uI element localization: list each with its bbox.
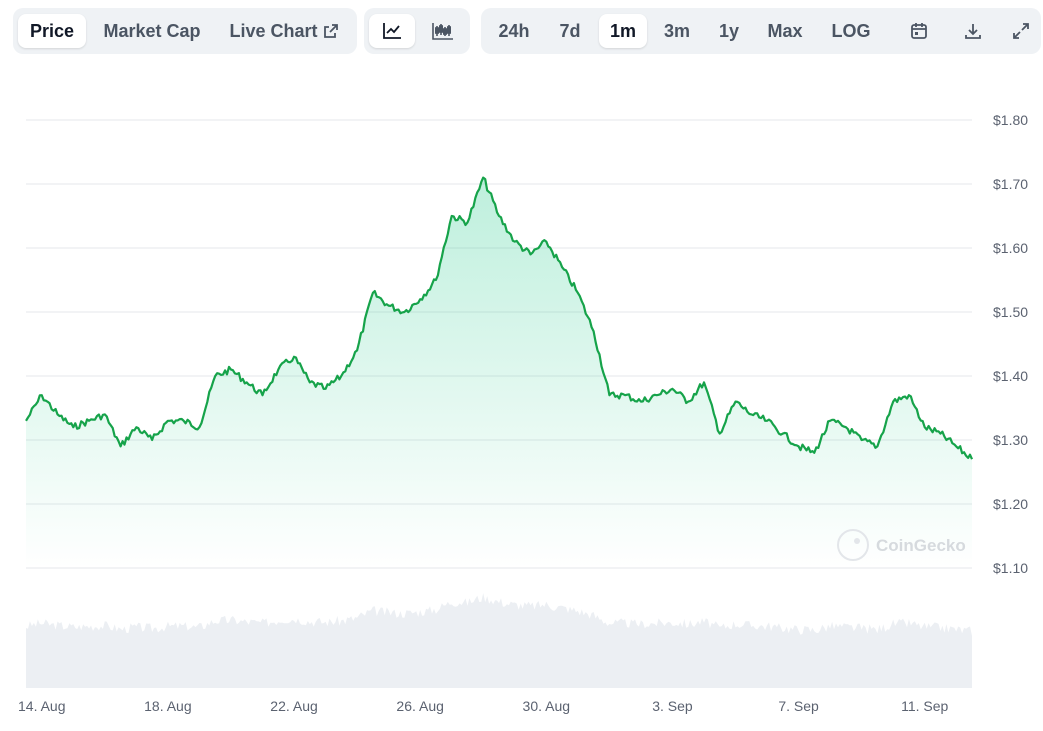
x-axis: 14. Aug 18. Aug 22. Aug 26. Aug 30. Aug 3. Se… <box>18 698 949 714</box>
line-chart-button[interactable] <box>369 14 415 48</box>
range-1y[interactable]: 1y <box>707 14 751 48</box>
download-button[interactable] <box>953 14 993 48</box>
fullscreen-button[interactable] <box>1003 14 1039 48</box>
metric-tab-group: Price Market Cap Live Chart <box>13 8 357 54</box>
range-group: 24h 7d 1m 3m 1y Max LOG <box>481 8 1041 54</box>
range-7d[interactable]: 7d <box>545 14 595 48</box>
price-area <box>26 177 972 568</box>
y-tick-label: $1.10 <box>993 560 1028 576</box>
x-tick-label: 11. Sep <box>901 698 948 714</box>
calendar-button[interactable] <box>899 14 939 48</box>
coingecko-logo-icon <box>837 529 869 561</box>
range-max[interactable]: Max <box>757 14 813 48</box>
coingecko-logo-eye-icon <box>854 538 860 544</box>
download-icon <box>964 22 982 40</box>
y-tick-label: $1.80 <box>993 112 1028 128</box>
range-24h-label: 24h <box>498 20 530 41</box>
y-tick-label: $1.60 <box>993 240 1028 256</box>
tab-live-chart[interactable]: Live Chart <box>221 14 347 48</box>
candlestick-button[interactable] <box>421 14 465 48</box>
log-scale-label: LOG <box>831 20 871 41</box>
x-tick-label: 22. Aug <box>270 698 318 714</box>
range-max-label: Max <box>767 20 803 41</box>
log-scale-toggle[interactable]: LOG <box>821 14 881 48</box>
line-chart-icon <box>382 22 402 40</box>
external-link-icon <box>323 23 339 39</box>
y-tick-label: $1.30 <box>993 432 1028 448</box>
range-24h[interactable]: 24h <box>487 14 541 48</box>
y-tick-label: $1.40 <box>993 368 1028 384</box>
tab-price[interactable]: Price <box>18 14 86 48</box>
x-tick-label: 30. Aug <box>523 698 571 714</box>
range-1y-label: 1y <box>718 20 740 41</box>
volume-area <box>26 593 972 688</box>
candlestick-icon <box>432 22 454 40</box>
range-1m[interactable]: 1m <box>599 14 647 48</box>
calendar-icon <box>910 22 928 40</box>
y-tick-label: $1.20 <box>993 496 1028 512</box>
volume-silhouette <box>26 593 972 688</box>
y-tick-label: $1.70 <box>993 176 1028 192</box>
tab-price-label: Price <box>29 20 75 41</box>
y-tick-label: $1.50 <box>993 304 1028 320</box>
coingecko-watermark: CoinGecko <box>837 529 966 561</box>
price-line-series <box>25 176 974 460</box>
x-tick-label: 26. Aug <box>396 698 444 714</box>
chart-type-group <box>364 8 470 54</box>
x-tick-label: 3. Sep <box>652 698 693 714</box>
range-7d-label: 7d <box>559 20 581 41</box>
y-axis: $1.80 $1.70 $1.60 $1.50 $1.40 $1.30 $1.20 $1.10 <box>993 112 1028 576</box>
x-tick-label: 7. Sep <box>778 698 819 714</box>
range-3m[interactable]: 3m <box>651 14 703 48</box>
expand-icon <box>1012 22 1030 40</box>
tab-live-chart-label: Live Chart <box>229 20 318 41</box>
x-tick-label: 18. Aug <box>144 698 192 714</box>
range-3m-label: 3m <box>663 20 690 41</box>
range-1m-label: 1m <box>609 20 636 41</box>
tab-market-cap-label: Market Cap <box>103 20 201 41</box>
tab-market-cap[interactable]: Market Cap <box>93 14 211 48</box>
watermark-text: CoinGecko <box>876 536 966 555</box>
price-area-fill <box>26 177 972 568</box>
x-tick-label: 14. Aug <box>18 698 66 714</box>
